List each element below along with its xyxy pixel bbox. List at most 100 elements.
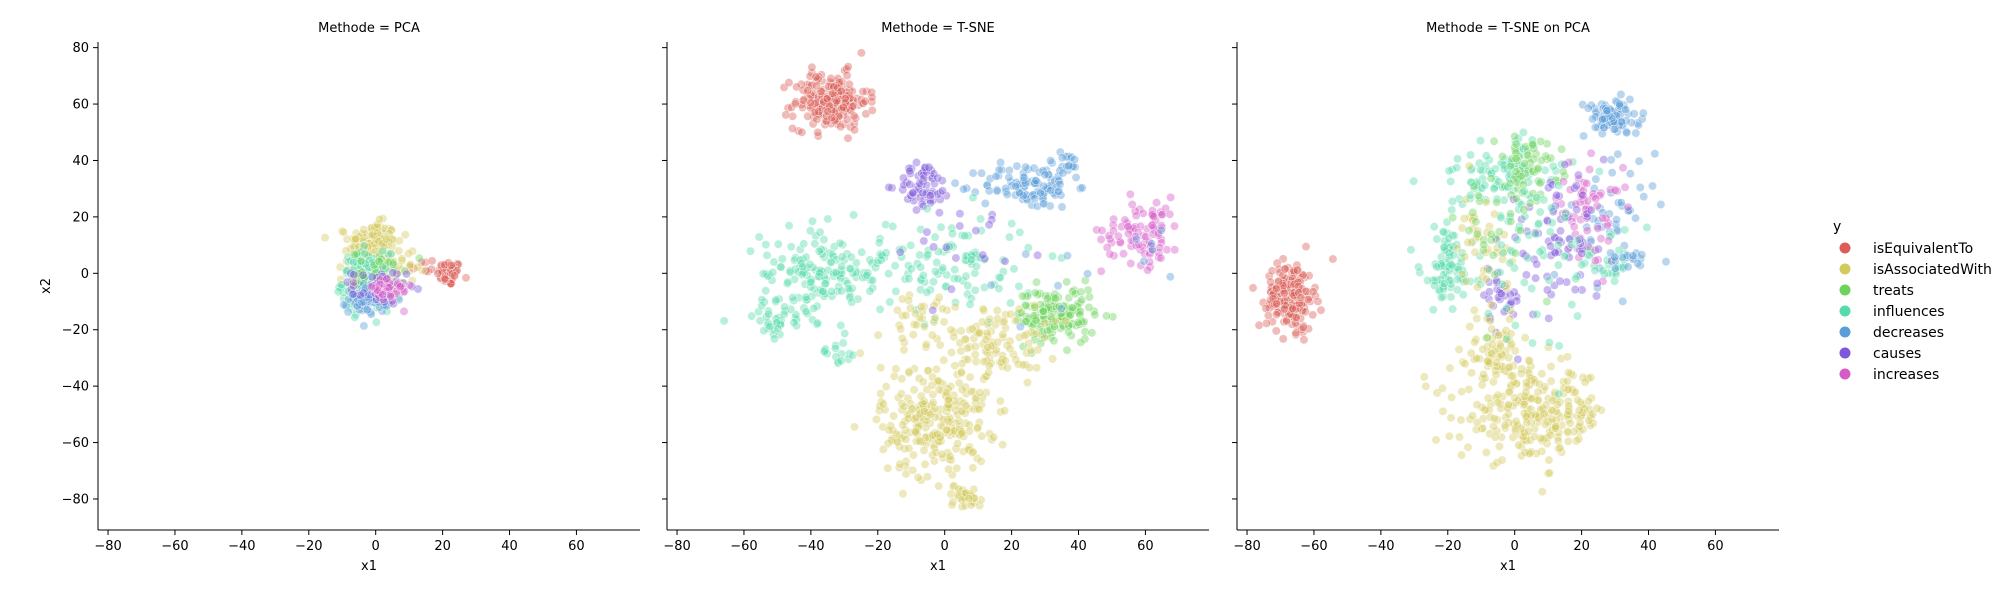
scatter-point <box>446 260 456 270</box>
scatter-point <box>1473 191 1483 201</box>
scatter-point <box>905 179 915 189</box>
scatter-point <box>1519 205 1529 215</box>
scatter-point <box>849 125 859 135</box>
scatter-point <box>996 158 1006 168</box>
scatter-point <box>1444 166 1454 176</box>
scatter-point <box>827 113 837 123</box>
scatter-point <box>1496 240 1506 250</box>
scatter-point <box>896 324 906 334</box>
scatter-point <box>1469 305 1479 315</box>
scatter-point <box>970 285 980 295</box>
scatter-point <box>1113 231 1123 241</box>
scatter-point <box>976 456 986 466</box>
scatter-point <box>1478 344 1488 354</box>
scatter-point <box>1042 293 1052 303</box>
scatter-point <box>1015 227 1025 237</box>
scatter-point <box>1489 184 1499 194</box>
x-tick-label: −40 <box>1367 539 1394 554</box>
scatter-point <box>1054 187 1064 197</box>
scatter-point <box>1438 406 1448 416</box>
scatter-point <box>1263 310 1273 320</box>
x-tick-label: −20 <box>864 539 891 554</box>
scatter-point <box>921 339 931 349</box>
scatter-point <box>981 335 991 345</box>
scatter-point <box>1428 305 1438 315</box>
scatter-point <box>1532 309 1542 319</box>
scatter-point <box>1262 318 1272 328</box>
scatter-point <box>1000 406 1010 416</box>
scatter-point <box>333 287 343 297</box>
scatter-point <box>394 236 404 246</box>
scatter-point <box>906 264 916 274</box>
scatter-point <box>922 204 932 214</box>
scatter-point <box>925 409 935 419</box>
scatter-point <box>1551 422 1561 432</box>
scatter-point <box>1436 292 1446 302</box>
scatter-point <box>386 249 396 259</box>
scatter-point <box>1574 405 1584 415</box>
scatter-point <box>1483 393 1493 403</box>
scatter-point <box>417 265 427 275</box>
scatter-point <box>970 350 980 360</box>
scatter-point <box>1119 249 1129 259</box>
scatter-point <box>807 216 817 226</box>
legend-item: influences <box>1839 304 1945 320</box>
scatter-point <box>904 368 914 378</box>
scatter-point <box>985 314 995 324</box>
scatter-point <box>1058 168 1068 178</box>
scatter-point <box>977 431 987 441</box>
scatter-point <box>1486 173 1496 183</box>
scatter-point <box>1494 227 1504 237</box>
scatter-point <box>1537 369 1547 379</box>
facet-panels: Methode = PCA −80 −60 −40 −20 0 20 40 60 −80 −60 −4… <box>39 21 1779 574</box>
scatter-point <box>830 343 840 353</box>
scatter-point <box>950 361 960 371</box>
scatter-points <box>719 48 1180 512</box>
scatter-point <box>785 267 795 277</box>
scatter-point <box>1296 293 1306 303</box>
scatter-point <box>801 307 811 317</box>
scatter-point <box>920 459 930 469</box>
scatter-point <box>351 310 361 320</box>
scatter-point <box>928 277 938 287</box>
scatter-point <box>922 472 932 482</box>
scatter-point <box>1505 179 1515 189</box>
scatter-point <box>1481 447 1491 457</box>
scatter-point <box>812 114 822 124</box>
scatter-point <box>974 404 984 414</box>
scatter-point <box>847 297 857 307</box>
scatter-point <box>1272 283 1282 293</box>
scatter-point <box>1598 115 1608 125</box>
scatter-point <box>1536 155 1546 165</box>
scatter-point <box>373 228 383 238</box>
scatter-point <box>1005 344 1015 354</box>
scatter-point <box>937 304 947 314</box>
scatter-point <box>1618 163 1628 173</box>
scatter-point <box>946 347 956 357</box>
scatter-point <box>427 256 437 266</box>
scatter-point <box>1560 160 1570 170</box>
scatter-point <box>889 411 899 421</box>
scatter-point <box>382 274 392 284</box>
scatter-point <box>1620 225 1630 235</box>
scatter-point <box>1062 277 1072 287</box>
scatter-point <box>1593 244 1603 254</box>
scatter-point <box>922 287 932 297</box>
scatter-point <box>884 425 894 435</box>
scatter-point <box>950 265 960 275</box>
scatter-point <box>1272 309 1282 319</box>
scatter-point <box>860 96 870 106</box>
scatter-point <box>1493 398 1503 408</box>
scatter-point <box>897 374 907 384</box>
scatter-point <box>929 242 939 252</box>
scatter-point <box>793 126 803 136</box>
scatter-point <box>1456 415 1466 425</box>
scatter-point <box>956 326 966 336</box>
scatter-point <box>801 292 811 302</box>
scatter-point <box>764 309 774 319</box>
scatter-point <box>1096 266 1106 276</box>
scatter-point <box>1506 209 1516 219</box>
scatter-point <box>799 239 809 249</box>
scatter-point <box>1048 354 1058 364</box>
